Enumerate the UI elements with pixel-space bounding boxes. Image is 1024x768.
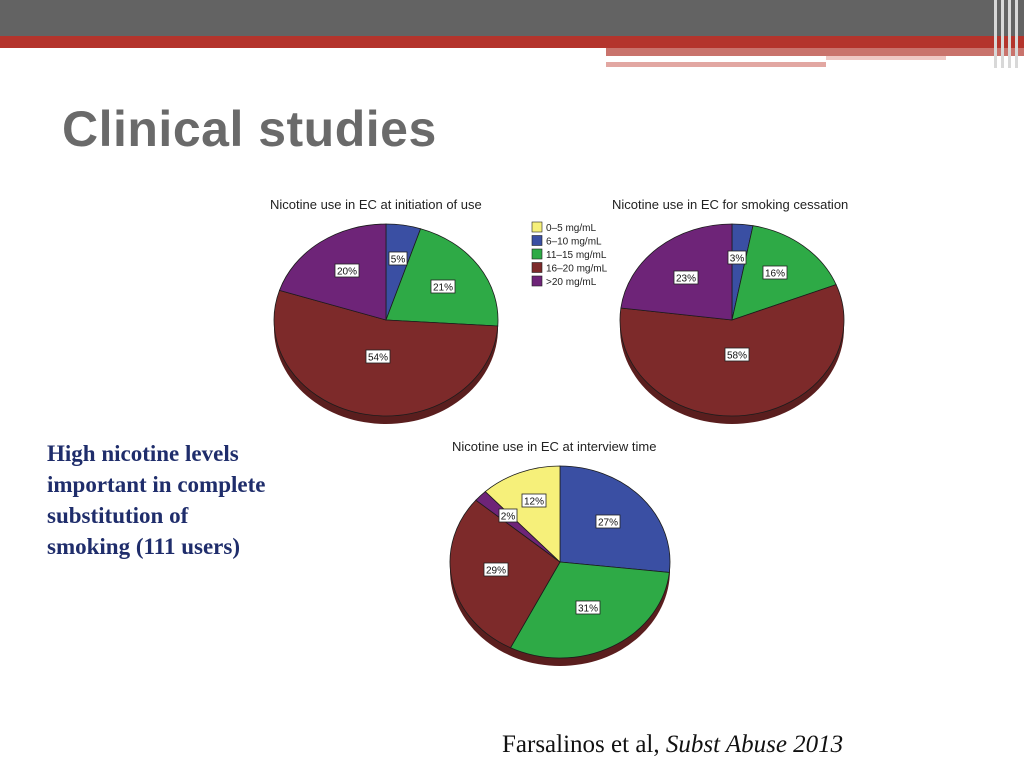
- legend-swatch-0-5: [531, 221, 543, 233]
- header-stripe: [1015, 0, 1018, 68]
- slice-label-box: [575, 600, 601, 615]
- body-line: smoking (111 users): [47, 534, 240, 559]
- slice-label: 21%: [433, 283, 453, 294]
- legend-label: 0–5 mg/mL: [546, 223, 596, 234]
- pie-slice-0-5: [484, 465, 561, 563]
- slice-label-box: [498, 508, 518, 523]
- slice-label: 5%: [391, 255, 406, 266]
- body-line: High nicotine levels: [47, 441, 239, 466]
- slice-label-box: [388, 251, 408, 266]
- slice-label-box: [430, 279, 456, 294]
- citation-authors: Farsalinos et al,: [502, 731, 666, 758]
- chart-title-initiation: Nicotine use in EC at initiation of use: [270, 197, 482, 212]
- slide-title: Clinical studies: [62, 101, 437, 157]
- legend-swatch-6-10: [531, 235, 543, 246]
- accent-bar-tertiary: [606, 62, 826, 67]
- legend-swatch->20: [531, 275, 543, 287]
- slice-label-box: [727, 250, 747, 265]
- slice-label: 54%: [368, 353, 388, 364]
- header-stripe: [1001, 0, 1004, 68]
- legend-label: >20 mg/mL: [546, 277, 597, 288]
- citation-journal: Subst Abuse 2013: [665, 731, 844, 758]
- pie-cessation: 3% 16% 58% 23%: [619, 223, 845, 424]
- accent-bar-secondary: [606, 48, 1024, 56]
- legend-label: 6–10 mg/mL: [546, 237, 602, 248]
- slice-label-box: [521, 493, 547, 508]
- header-stripe: [994, 0, 997, 68]
- header-bar: [0, 0, 1024, 36]
- legend-swatch-16-20: [531, 262, 543, 273]
- slice-label: 58%: [727, 351, 747, 362]
- body-text: High nicotine levels important in comple…: [47, 438, 357, 562]
- slice-label: 12%: [524, 497, 544, 508]
- slice-label-box: [595, 514, 621, 529]
- slice-label-box: [365, 349, 391, 364]
- pie-slice->20: [278, 223, 387, 321]
- chart-title-cessation: Nicotine use in EC for smoking cessation: [612, 197, 848, 212]
- pie-initiation: 5% 21% 54% 20%: [273, 223, 499, 424]
- slice-label: 23%: [676, 274, 696, 285]
- slice-label-box: [483, 562, 509, 577]
- slice-label-box: [724, 347, 750, 362]
- body-line: substitution of: [47, 503, 189, 528]
- slice-label: 2%: [501, 512, 516, 523]
- legend-swatch-11-15: [531, 248, 543, 260]
- legend-label: 11–15 mg/mL: [546, 250, 607, 261]
- slice-label-box: [334, 263, 360, 278]
- legend-label: 16–20 mg/mL: [546, 264, 608, 275]
- slice-label-box: [673, 270, 699, 285]
- slice-label: 16%: [765, 269, 785, 280]
- accent-bar: [0, 36, 1024, 48]
- slice-label-box: [762, 265, 788, 280]
- slice-label: 31%: [578, 604, 598, 615]
- slice-label: 29%: [486, 566, 506, 577]
- chart-legend: 0–5 mg/mL 6–10 mg/mL 11–15 mg/mL 16–20 mg/m…: [531, 221, 608, 288]
- citation: Farsalinos et al, Subst Abuse 2013: [502, 731, 843, 759]
- slice-label: 20%: [337, 267, 357, 278]
- pie-slice-11-15: [385, 228, 499, 327]
- header-stripe: [1008, 0, 1011, 68]
- slice-label: 3%: [730, 254, 745, 265]
- pie-interview: 27% 31% 29% 2% 12%: [449, 465, 671, 666]
- accent-bar-fourth: [826, 56, 946, 60]
- body-line: important in complete: [47, 472, 266, 497]
- chart-title-interview: Nicotine use in EC at interview time: [452, 439, 656, 454]
- slice-label: 27%: [598, 518, 618, 529]
